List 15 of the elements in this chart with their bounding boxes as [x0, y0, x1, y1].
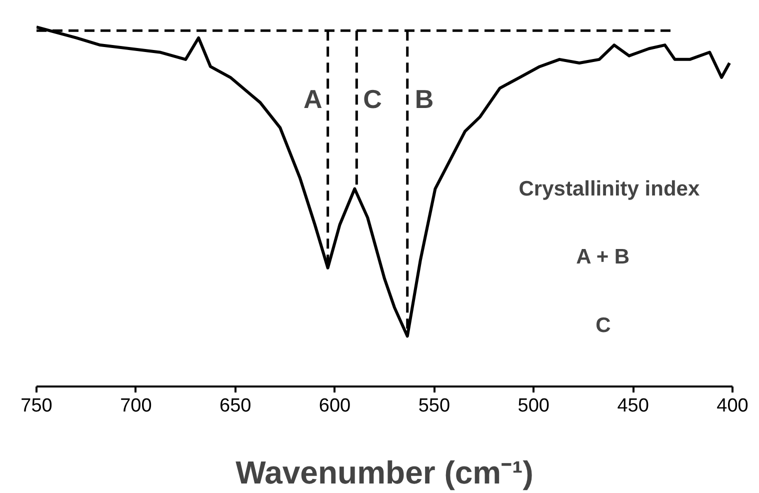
x-tick-label: 700	[120, 396, 152, 416]
x-tick-label: 500	[518, 396, 550, 416]
annotation: Crystallinity index	[518, 177, 700, 200]
annotation: B	[414, 84, 434, 114]
x-tick-label: 400	[716, 396, 748, 416]
annotation: C	[596, 314, 611, 337]
annotation: A + B	[576, 246, 630, 269]
annotation: A	[304, 84, 323, 114]
annotation: C	[363, 84, 382, 114]
x-tick-label: 550	[418, 396, 450, 416]
x-tick-label: 650	[220, 396, 252, 416]
x-tick-label: 450	[617, 396, 649, 416]
x-tick-label: 600	[318, 396, 351, 416]
x-tick-label: 750	[20, 396, 52, 416]
x-axis-title: Wavenumber (cm⁻¹)	[236, 454, 534, 490]
